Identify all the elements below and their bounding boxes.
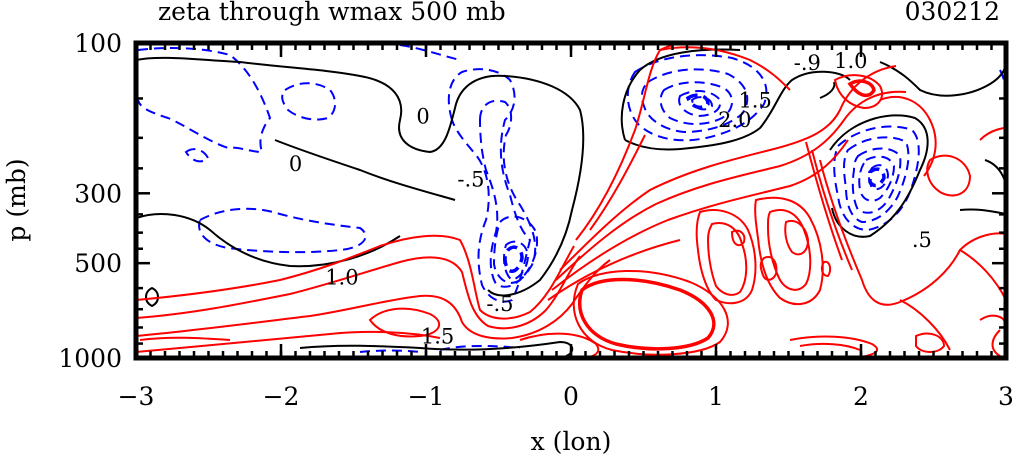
positive-contour [847,79,876,98]
y-tick-label: 500 [74,249,122,278]
x-tick-label: 2 [853,382,869,411]
negative-contour [281,82,336,121]
y-axis-label: p (mb) [2,158,31,241]
negative-contour [851,147,902,214]
x-tick-label: 0 [563,382,579,411]
positive-contour [555,90,907,281]
contour-value-label: 1.0 [325,266,358,290]
zero-contour [274,139,456,201]
negative-contour [184,148,210,163]
positive-contour [799,342,861,351]
negative-contour [359,349,421,353]
positive-contour [959,249,1006,301]
y-axis: 100 300 500 1000 [58,29,1006,373]
contour-value-label: 2.0 [718,108,751,132]
positive-contour [136,234,575,320]
x-tick-label: 1 [708,382,724,411]
positive-contour [559,65,897,271]
x-axis-label: x (lon) [531,427,612,456]
negative-contour [447,68,532,303]
x-tick-label: −1 [408,382,445,411]
positive-contour [136,330,441,353]
positive-contour [575,43,721,241]
positive-contour [547,239,681,301]
positive-contour [979,314,1006,325]
contour-value-label: -.5 [457,167,484,191]
positive-contour [578,277,716,351]
y-tick-label: 100 [74,29,122,58]
negative-contour [678,90,722,118]
negative-contour [399,44,461,61]
contour-value-label: 0 [416,104,429,128]
zero-contour [624,70,851,151]
positive-contour [899,299,951,351]
zero-contour [819,81,836,99]
positive-contour [915,332,946,353]
y-tick-label: 300 [74,179,122,208]
chart-date-label: 030212 [905,0,1000,26]
x-tick-label: −2 [263,382,300,411]
positive-contour [926,154,972,197]
positive-contour [730,229,746,247]
positive-contour [136,259,611,340]
positive-contour [572,269,729,356]
negative-contour-strong [503,245,524,273]
zero-contour [829,114,929,238]
minor-ticks [134,43,1008,358]
positive-contour [659,46,791,91]
contour-value-label: -.9 [794,51,821,75]
negative-contour [198,207,367,254]
x-axis: −3 −2 −1 0 1 2 3 [118,43,1014,411]
positive-contour [784,220,810,256]
y-tick-label: 1000 [58,344,122,373]
x-tick-label: 3 [998,382,1014,411]
negative-contour [478,99,537,288]
contour-value-label: 1.0 [834,49,867,73]
negative-contour [690,96,714,111]
positive-contour [695,209,757,305]
positive-contour [368,307,441,338]
negative-contour [626,54,768,142]
negative-contour [492,215,538,284]
contour-value-label: .5 [912,228,932,252]
negative-contour [843,136,910,224]
x-tick-label: −3 [118,382,155,411]
contour-value-label: 1.5 [738,88,771,112]
positive-contour [833,74,883,110]
positive-contour [991,329,1001,357]
negative-contour-strong [685,93,710,110]
negative-contour [640,68,749,134]
negative-contour [137,46,272,154]
zero-contour [620,48,741,141]
positive-contour [589,134,646,231]
zero-contour [145,286,159,308]
negative-contour [659,81,733,125]
negative-contour [868,164,890,191]
contour-field: 00-.51.0-.51.5-.9 1.02.01.5.5 [136,43,1006,358]
positive-contour [879,95,937,177]
chart-title: zeta through wmax 500 mb [158,0,506,26]
positive-contour [551,139,849,291]
contour-labels: 00-.51.0-.51.5-.9 1.02.01.5.5 [289,49,932,349]
positive-contour [805,141,843,261]
positive-contour [759,256,778,281]
contour-value-label: -.5 [486,292,513,316]
positive-contour [820,260,832,278]
positive-contour [139,336,231,341]
positive-contour [136,255,581,330]
positive-contour [819,159,1006,306]
contour-value-label: 0 [289,152,302,176]
positive-contour [754,196,824,306]
negative-contour [858,155,896,202]
zero-contour [984,159,1006,189]
zero-contour [136,213,401,268]
zero-contour [136,56,585,297]
positive-contour [706,222,748,296]
negative-contour-strong [868,167,886,188]
positive-contour [811,149,853,271]
zero-contour [879,61,1006,97]
